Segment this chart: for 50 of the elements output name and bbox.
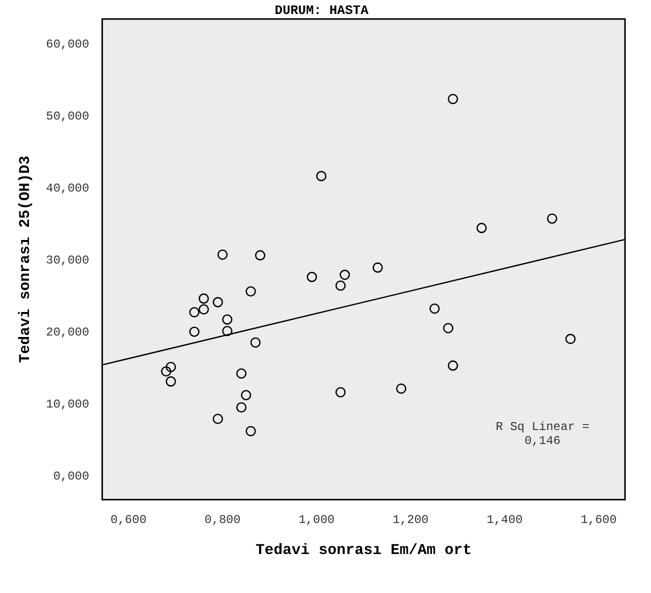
x-tick-label: 0,600 [110, 512, 147, 527]
point [396, 383, 406, 394]
point [240, 390, 252, 400]
point [335, 280, 346, 291]
x-tick-label: 1,000 [298, 512, 335, 527]
point [160, 366, 172, 376]
y-tick-label: 50,000 [46, 109, 90, 124]
point [246, 286, 256, 297]
point [340, 270, 350, 280]
point [212, 297, 224, 308]
x-axis-title: Tedavi sonrası Em/Am ort [256, 542, 472, 559]
chart-title: DURUM: HASTA [274, 3, 368, 18]
annotation: R Sq Linear = 0,146 [494, 420, 590, 448]
point [565, 334, 576, 344]
point [250, 337, 261, 348]
x-tick-label: 1,600 [580, 512, 617, 527]
y-tick-label: 20,000 [46, 326, 90, 340]
y-tick-label: 60,000 [46, 37, 90, 52]
point [198, 293, 209, 304]
point [246, 426, 256, 436]
point [448, 360, 458, 371]
point [212, 414, 224, 424]
point [316, 170, 326, 182]
point [189, 307, 200, 318]
point [217, 249, 228, 260]
point [236, 402, 247, 413]
point [448, 94, 458, 104]
y-tick-label: 40,000 [46, 182, 90, 196]
point [429, 304, 440, 314]
point [335, 387, 346, 398]
point [236, 368, 247, 379]
point [372, 262, 383, 273]
y-tick-label: 0,000 [53, 470, 90, 484]
y-tick-label: 10,000 [46, 398, 90, 412]
point [189, 326, 200, 337]
point [476, 222, 487, 234]
point [166, 376, 176, 387]
point [443, 322, 454, 334]
point [306, 272, 318, 282]
point [222, 314, 232, 325]
point [166, 362, 176, 372]
point [222, 326, 232, 336]
point [546, 213, 558, 224]
point [198, 304, 209, 315]
x-tick-label: 0,800 [204, 512, 241, 527]
y-axis-title: Tedavi sonrası 25(OH)D3 [16, 156, 34, 363]
x-tick-label: 1,400 [486, 512, 523, 527]
y-tick-label: 30,000 [46, 254, 90, 268]
x-tick-label: 1,200 [392, 512, 429, 527]
point [255, 250, 266, 260]
